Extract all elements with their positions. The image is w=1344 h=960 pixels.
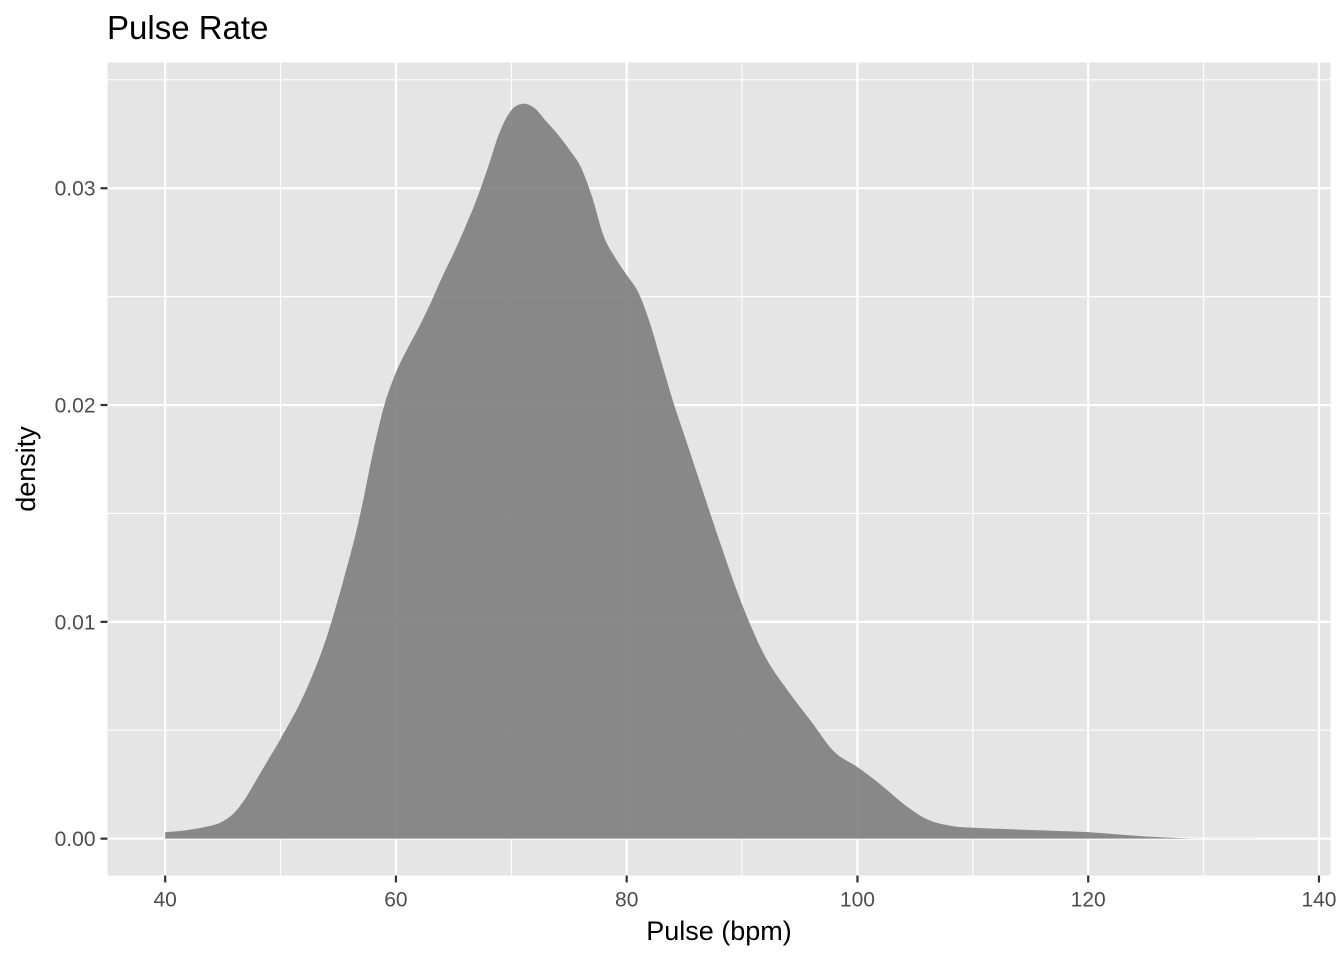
y-tick-label: 0.02	[55, 395, 96, 418]
density-area	[165, 103, 1273, 839]
x-tick-label: 120	[1071, 889, 1106, 912]
chart-title: Pulse Rate	[107, 9, 268, 46]
x-tick-label: 140	[1301, 889, 1336, 912]
x-tick-label: 40	[154, 889, 177, 912]
y-tick-label: 0.00	[55, 828, 96, 851]
y-axis-title: density	[11, 426, 41, 512]
x-axis: 40 60 80 100 120 140	[154, 875, 1336, 912]
y-axis: 0.00 0.01 0.02 0.03	[55, 178, 108, 851]
x-tick-label: 80	[615, 889, 638, 912]
x-axis-title: Pulse (bpm)	[646, 916, 792, 946]
x-tick-label: 60	[384, 889, 407, 912]
y-tick-label: 0.03	[55, 178, 96, 201]
x-tick-label: 100	[840, 889, 875, 912]
y-tick-label: 0.01	[55, 611, 96, 634]
